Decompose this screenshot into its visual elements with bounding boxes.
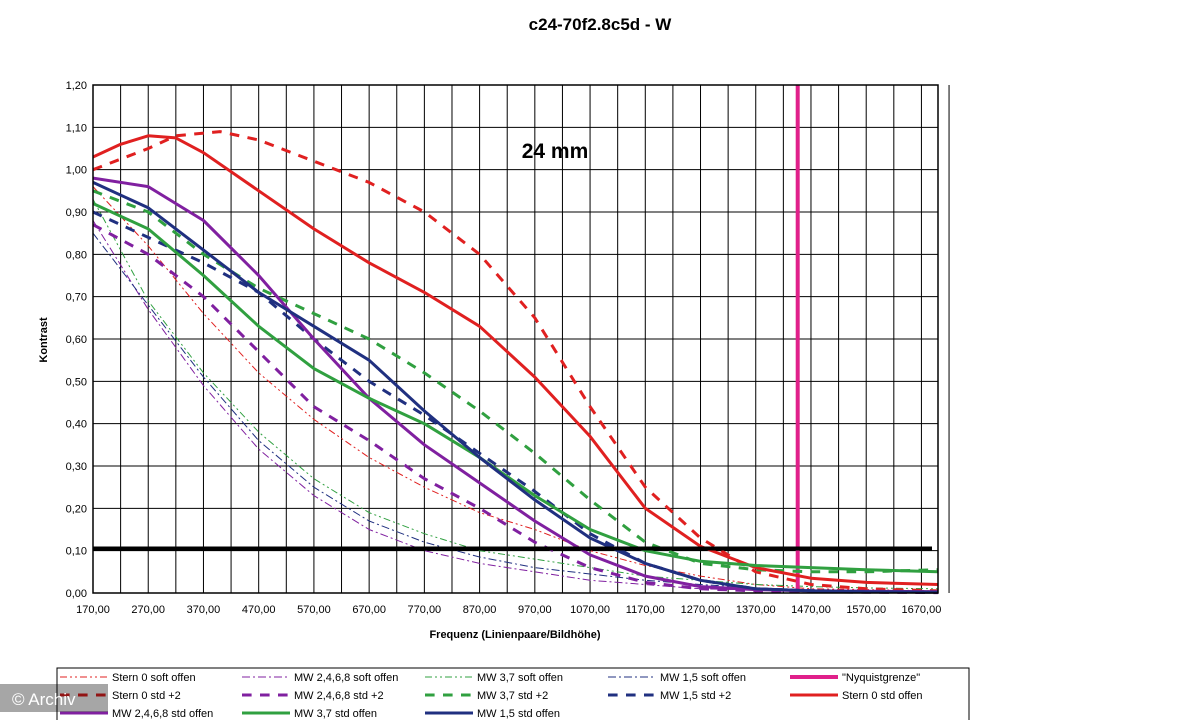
series-line-mw-1-5-soft-offen [92, 232, 939, 592]
series-line-mw-2-4-6-8-soft-offen [92, 220, 939, 593]
x-tick-label: 1670,00 [902, 604, 942, 616]
y-tick-label: 1,10 [66, 122, 87, 134]
legend-label: "Nyquistgrenze" [842, 672, 920, 684]
legend-label: Stern 0 std +2 [112, 690, 181, 702]
y-axis-label: Kontrast [38, 317, 50, 363]
series-layer [92, 85, 939, 595]
x-tick-label: 170,00 [76, 604, 110, 616]
y-tick-label: 0,30 [66, 461, 87, 473]
focal-length-annotation: 24 mm [522, 140, 589, 163]
x-tick-label: 670,00 [352, 604, 386, 616]
y-tick-label: 0,50 [66, 376, 87, 388]
series-line-mw-3-7-std-2 [92, 189, 939, 574]
legend-label: Stern 0 soft offen [112, 672, 196, 684]
x-tick-label: 1070,00 [570, 604, 610, 616]
x-tick-label: 770,00 [408, 604, 442, 616]
y-tick-label: 1,20 [66, 80, 87, 92]
series-line-mw-2-4-6-8-std-2 [92, 223, 939, 595]
y-tick-label: 0,90 [66, 207, 87, 219]
legend-label: MW 1,5 std offen [477, 708, 560, 720]
x-tick-label: 870,00 [463, 604, 497, 616]
y-tick-label: 0,70 [66, 292, 87, 304]
x-tick-label: 1570,00 [846, 604, 886, 616]
y-tick-label: 0,40 [66, 419, 87, 431]
x-axis-label: Frequenz (Linienpaare/Bildhöhe) [429, 629, 600, 641]
x-tick-label: 570,00 [297, 604, 331, 616]
series-line-mw-1-5-std-offen [92, 181, 939, 594]
series-line-stern-0-std-2 [92, 130, 939, 593]
watermark: © Archiv [0, 684, 108, 712]
chart-legend: Stern 0 soft offen MW 2,4,6,8 soft offen M… [56, 667, 970, 720]
y-tick-label: 0,60 [66, 334, 87, 346]
x-axis-ticks: 170,00 270,00 370,00 470,00 570,00 670,00 770,… [76, 604, 941, 616]
y-tick-label: 0,20 [66, 503, 87, 515]
legend-label: MW 3,7 std offen [294, 708, 377, 720]
series-line-stern-0-std-offen [92, 134, 939, 586]
y-tick-label: 0,10 [66, 546, 87, 558]
x-tick-label: 370,00 [187, 604, 221, 616]
x-tick-label: 1470,00 [791, 604, 831, 616]
x-tick-label: 270,00 [131, 604, 165, 616]
x-tick-label: 1370,00 [736, 604, 776, 616]
x-tick-label: 1170,00 [626, 604, 665, 616]
y-axis-ticks: 0,00 0,10 0,20 0,30 0,40 0,50 0,60 0,70 0,80 0,90… [66, 80, 87, 600]
plot-border [92, 84, 939, 594]
y-tick-label: 0,80 [66, 249, 87, 261]
x-tick-label: 970,00 [518, 604, 552, 616]
legend-label: MW 3,7 std +2 [477, 690, 548, 702]
legend-label: Stern 0 std offen [842, 690, 923, 702]
legend-label: MW 2,4,6,8 std offen [112, 708, 213, 720]
y-tick-label: 0,00 [66, 588, 87, 600]
legend-label: MW 2,4,6,8 std +2 [294, 690, 384, 702]
legend-label: MW 3,7 soft offen [477, 672, 563, 684]
x-tick-label: 1270,00 [681, 604, 721, 616]
x-tick-label: 470,00 [242, 604, 276, 616]
series-line-mw-3-7-soft-offen [92, 199, 939, 590]
series-line-stern-0-soft-offen [92, 186, 939, 592]
watermark-backdrop [0, 684, 108, 712]
legend-label: MW 1,5 soft offen [660, 672, 746, 684]
legend-label: MW 1,5 std +2 [660, 690, 731, 702]
plot-frame [92, 84, 939, 594]
series-line-mw-3-7-std-offen [92, 202, 939, 574]
chart-title: c24-70f2.8c5d - W [529, 15, 673, 34]
y-tick-label: 1,00 [66, 165, 87, 177]
legend-label: MW 2,4,6,8 soft offen [294, 672, 398, 684]
watermark-text: © Archiv [12, 690, 76, 709]
